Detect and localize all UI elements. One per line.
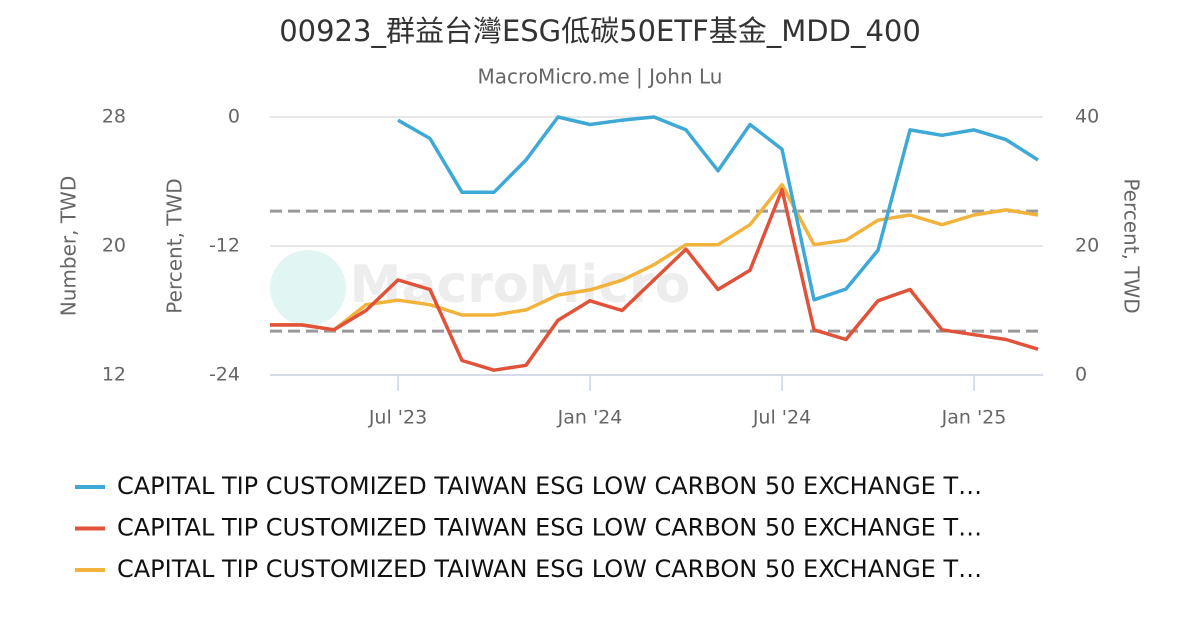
series-line bbox=[270, 187, 1039, 372]
y3-tick-label: 28 bbox=[102, 106, 126, 128]
legend-label: CAPITAL TIP CUSTOMIZED TAIWAN ESG LOW CA… bbox=[117, 472, 982, 500]
x-tick-label: Jul '23 bbox=[368, 407, 427, 429]
y3-axis-title: Number, TWD bbox=[57, 176, 81, 316]
chart-subtitle: MacroMicro.me | John Lu bbox=[478, 65, 723, 89]
y3-tick-label: 12 bbox=[102, 364, 126, 386]
legend-label: CAPITAL TIP CUSTOMIZED TAIWAN ESG LOW CA… bbox=[117, 555, 982, 583]
y2-tick-label: 20 bbox=[1075, 235, 1099, 257]
series-line bbox=[397, 115, 1039, 302]
x-tick-label: Jan '25 bbox=[941, 407, 1007, 429]
chart-title: 00923_群益台灣ESG低碳50ETF基金_MDD_400 bbox=[279, 14, 921, 48]
y-axis-title: Percent, TWD bbox=[163, 178, 187, 313]
watermark: MacroMicro bbox=[350, 255, 691, 315]
y-tick-label: -12 bbox=[209, 235, 240, 257]
legend-label: CAPITAL TIP CUSTOMIZED TAIWAN ESG LOW CA… bbox=[117, 514, 982, 542]
y2-tick-label: 40 bbox=[1075, 106, 1099, 128]
y-tick-label: -24 bbox=[209, 364, 240, 386]
y2-tick-label: 0 bbox=[1075, 364, 1087, 386]
watermark-logo bbox=[270, 250, 346, 326]
series-line bbox=[270, 182, 1039, 332]
x-tick-label: Jul '24 bbox=[752, 407, 811, 429]
y3-tick-label: 20 bbox=[102, 235, 126, 257]
y2-axis-title: Percent, TWD bbox=[1120, 178, 1144, 313]
x-tick-label: Jan '24 bbox=[557, 407, 623, 429]
y-tick-label: 0 bbox=[228, 106, 240, 128]
